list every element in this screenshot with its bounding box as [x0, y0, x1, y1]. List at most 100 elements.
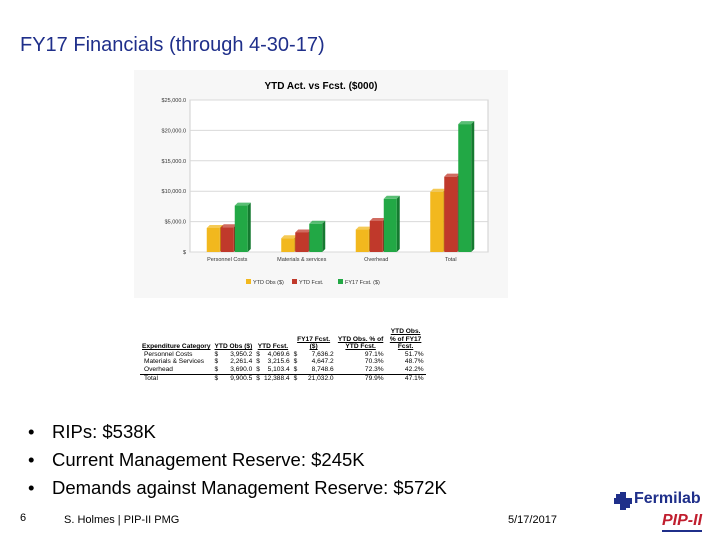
table-cell-currency: $ — [256, 358, 260, 366]
table-cell-currency: $ — [256, 374, 260, 382]
table-cell-ytd-fcst: 3,215.6 — [267, 358, 290, 366]
table-cell-fy17-fcst: 21,032.0 — [307, 374, 334, 382]
bar-top — [281, 235, 298, 239]
expenditure-table: Expenditure Category YTD Obs ($) YTD Fcs… — [140, 328, 426, 382]
y-tick-label: $10,000.0 — [162, 189, 186, 195]
table-cell-currency: $ — [214, 350, 219, 358]
x-category-label: Materials & services — [277, 257, 326, 263]
bar — [383, 198, 397, 252]
table-header-ytd-obs: YTD Obs ($) — [214, 343, 253, 351]
bar — [206, 227, 220, 252]
y-tick-label: $ — [183, 250, 186, 256]
table-body: Personnel Costs $3,950.2 $4,069.6 $7,636.2 9… — [140, 351, 426, 382]
table-cell-pct-ytd: 72.3% — [364, 365, 384, 373]
table-cell-pct-fy17: 47.1% — [404, 374, 424, 382]
table-cell-pct-fy17: 42.2% — [404, 365, 424, 373]
bullet-list: • RIPs: $538K • Current Management Reserve… — [28, 418, 447, 502]
table-cell-category: Personnel Costs — [144, 350, 193, 358]
fermilab-logo: Fermilab PIP-II — [614, 490, 706, 536]
bar-side — [471, 121, 475, 252]
bullet-text-rips: RIPs: $538K — [52, 421, 156, 442]
table-cell-ytd-fcst: 5,103.4 — [267, 365, 290, 373]
legend-swatch — [338, 279, 343, 284]
legend-swatch — [292, 279, 297, 284]
table-cell-pct-ytd: 70.3% — [364, 358, 384, 366]
legend-label: YTD Fcst. — [299, 280, 324, 286]
table-cell-currency: $ — [293, 350, 298, 358]
bar-top — [444, 173, 461, 177]
bar-side — [396, 195, 400, 252]
table-cell-currency: $ — [293, 374, 298, 382]
bar-top — [355, 226, 372, 230]
y-tick-label: $25,000.0 — [162, 98, 186, 104]
bar-top — [430, 188, 447, 192]
table-cell-category: Total — [144, 374, 158, 382]
bar — [355, 229, 369, 252]
bar-top — [458, 121, 475, 125]
fermilab-logo-text: Fermilab — [634, 490, 701, 507]
bar — [444, 176, 458, 252]
table-cell-category: Materials & Services — [144, 358, 205, 366]
x-category-label: Total — [445, 257, 457, 263]
table-cell-ytd-fcst: 4,069.6 — [267, 350, 290, 358]
bar — [309, 223, 323, 252]
table-cell-fy17-fcst: 4,647.2 — [311, 358, 334, 366]
table-cell-pct-ytd: 79.9% — [364, 374, 384, 382]
x-category-label: Personnel Costs — [207, 257, 248, 263]
slide-title: FY17 Financials (through 4-30-17) — [20, 34, 325, 56]
table-cell-category: Overhead — [144, 365, 173, 373]
table-cell-currency: $ — [214, 365, 219, 373]
table-cell-ytd-obs: 3,950.2 — [230, 350, 253, 358]
bullet-item: • Demands against Management Reserve: $57… — [28, 474, 447, 502]
footer-date: 5/17/2017 — [508, 514, 557, 526]
bullet-item: • Current Management Reserve: $245K — [28, 446, 447, 474]
table-row: Personnel Costs $3,950.2 $4,069.6 $7,636.2 9… — [140, 351, 426, 359]
table-row: Total $9,900.5 $12,388.4 $21,032.0 79.9% 47.1… — [140, 374, 426, 382]
table-cell-currency: $ — [214, 358, 219, 366]
bullet-item: • RIPs: $538K — [28, 418, 447, 446]
bar — [430, 191, 444, 252]
bar-side — [247, 202, 251, 252]
footer-presenter: S. Holmes | PIP-II PMG — [64, 514, 180, 526]
bullet-text-reserve: Current Management Reserve: $245K — [52, 449, 365, 470]
legend-label: YTD Obs ($) — [253, 280, 284, 286]
table-cell-pct-fy17: 51.7% — [404, 350, 424, 358]
table-cell-fy17-fcst: 8,748.6 — [311, 365, 334, 373]
slide-number: 6 — [20, 512, 27, 524]
bar-top — [369, 217, 386, 221]
table-row: Materials & Services $2,261.4 $3,215.6 $4,6… — [140, 358, 426, 366]
y-tick-label: $20,000.0 — [162, 128, 186, 134]
table-cell-currency: $ — [256, 350, 260, 358]
table-header-ytd-fcst: YTD Fcst. — [257, 343, 289, 351]
ytd-chart: YTD Act. vs Fcst. ($000) $ $5,000.0 $10,000… — [134, 70, 508, 298]
bullet-dot: • — [28, 421, 35, 442]
table-cell-currency: $ — [214, 374, 219, 382]
pip2-logo-text: PIP-II — [662, 512, 703, 532]
bar — [295, 232, 309, 252]
table-header-fy17-fcst: FY17 Fcst. ($) — [297, 335, 331, 351]
table-cell-currency: $ — [293, 365, 298, 373]
bar-top — [206, 224, 223, 228]
table-header-pct-fy17: YTD Obs. % of FY17 Fcst. — [389, 328, 422, 351]
table-header-pct-ytd: YTD Obs. % of YTD Fcst. — [337, 335, 384, 351]
bar — [220, 227, 234, 252]
expenditure-table-wrap: Expenditure Category YTD Obs ($) YTD Fcs… — [140, 328, 508, 400]
table-cell-pct-ytd: 97.1% — [364, 350, 384, 358]
chart-title: YTD Act. vs Fcst. ($000) — [264, 81, 377, 92]
y-tick-label: $15,000.0 — [162, 159, 186, 165]
bar-top — [309, 220, 326, 224]
bar — [234, 205, 248, 252]
table-cell-currency: $ — [256, 365, 260, 373]
legend-swatch — [246, 279, 251, 284]
table-cell-ytd-obs: 9,900.5 — [230, 374, 253, 382]
legend-label: FY17 Fcst. ($) — [345, 280, 380, 286]
bullet-dot: • — [28, 477, 35, 498]
table-header-row: Expenditure Category YTD Obs ($) YTD Fcs… — [140, 328, 426, 351]
x-category-label: Overhead — [364, 257, 388, 263]
y-tick-label: $5,000.0 — [165, 220, 186, 226]
bar-top — [220, 224, 237, 228]
table-header-category: Expenditure Category — [142, 343, 211, 351]
table-cell-currency: $ — [293, 358, 298, 366]
table-row: Overhead $3,690.0 $5,103.4 $8,748.6 72.3% 42.… — [140, 366, 426, 374]
bar-side — [322, 220, 326, 252]
